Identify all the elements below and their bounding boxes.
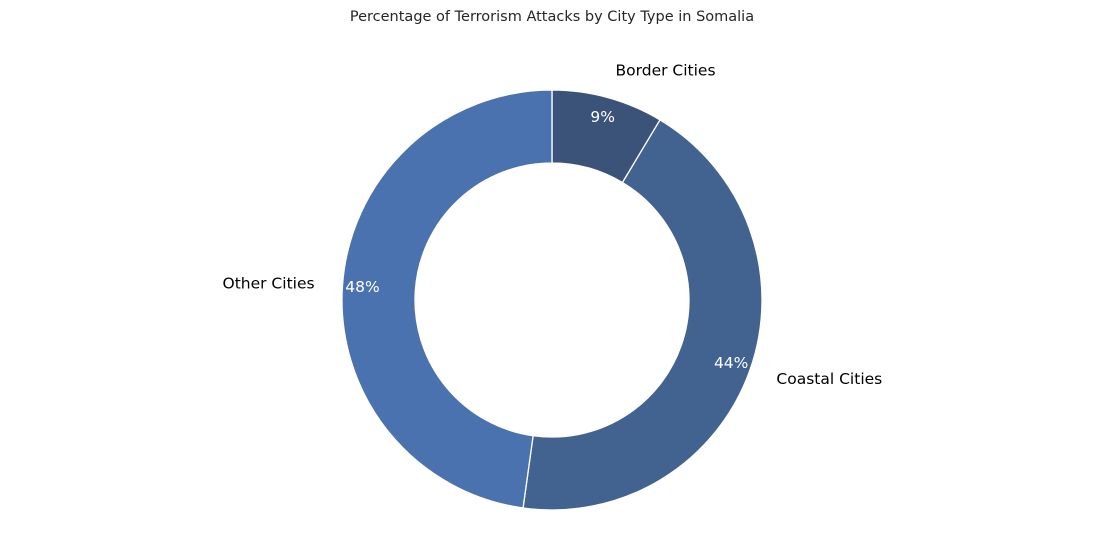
- slice-other-cities: [341, 89, 553, 509]
- chart-title: Percentage of Terrorism Attacks by City …: [350, 9, 754, 25]
- slice-label-border-cities: Border Cities: [616, 62, 716, 80]
- labels-group: 9% Border Cities 44% Coastal Cities 48% Other…: [223, 62, 883, 389]
- slices-group: [341, 89, 763, 511]
- pct-label-other-cities: 48%: [345, 278, 379, 296]
- slice-label-coastal-cities: Coastal Cities: [776, 370, 882, 388]
- slice-coastal-cities: [522, 119, 763, 511]
- slice-label-other-cities: Other Cities: [223, 275, 315, 293]
- pct-label-coastal-cities: 44%: [714, 354, 748, 372]
- pct-label-border-cities: 9%: [590, 108, 615, 126]
